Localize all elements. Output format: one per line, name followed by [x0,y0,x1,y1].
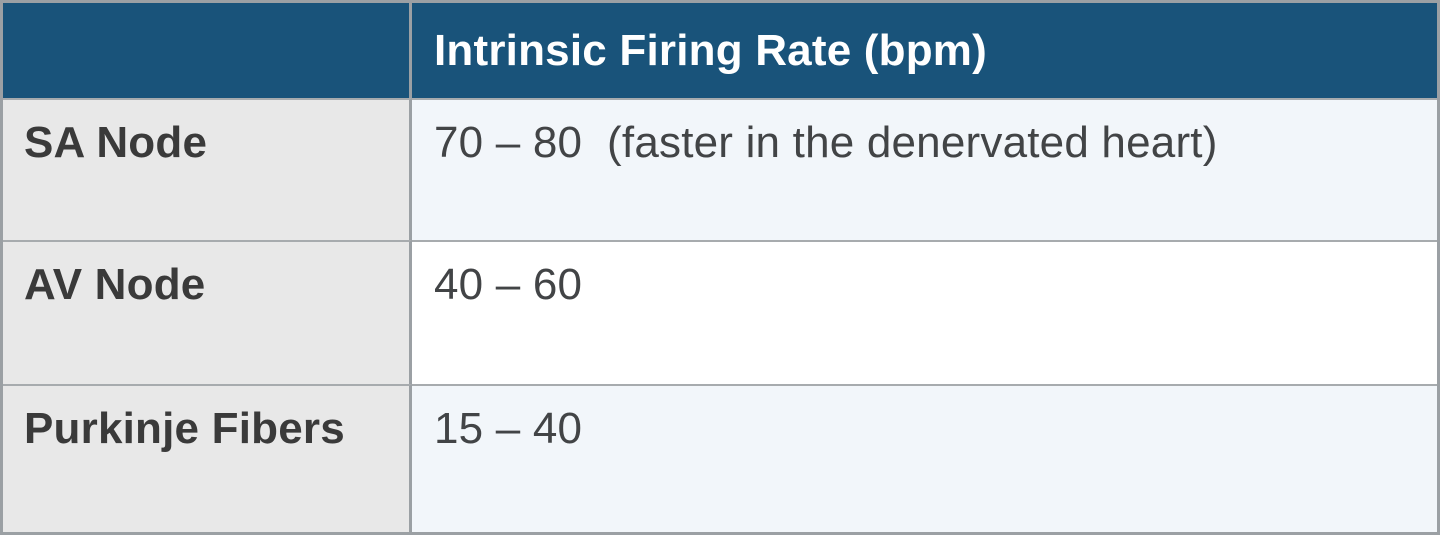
row-value-purkinje-fibers: 15 – 40 [412,384,1437,532]
row-label-purkinje-fibers: Purkinje Fibers [3,384,412,532]
row-value-sa-node: 70 – 80 (faster in the denervated heart) [412,98,1437,240]
header-intrinsic-firing-rate: Intrinsic Firing Rate (bpm) [412,3,1437,98]
header-empty-cell [3,3,412,98]
row-label-sa-node: SA Node [3,98,412,240]
row-value-av-node: 40 – 60 [412,240,1437,384]
row-label-av-node: AV Node [3,240,412,384]
